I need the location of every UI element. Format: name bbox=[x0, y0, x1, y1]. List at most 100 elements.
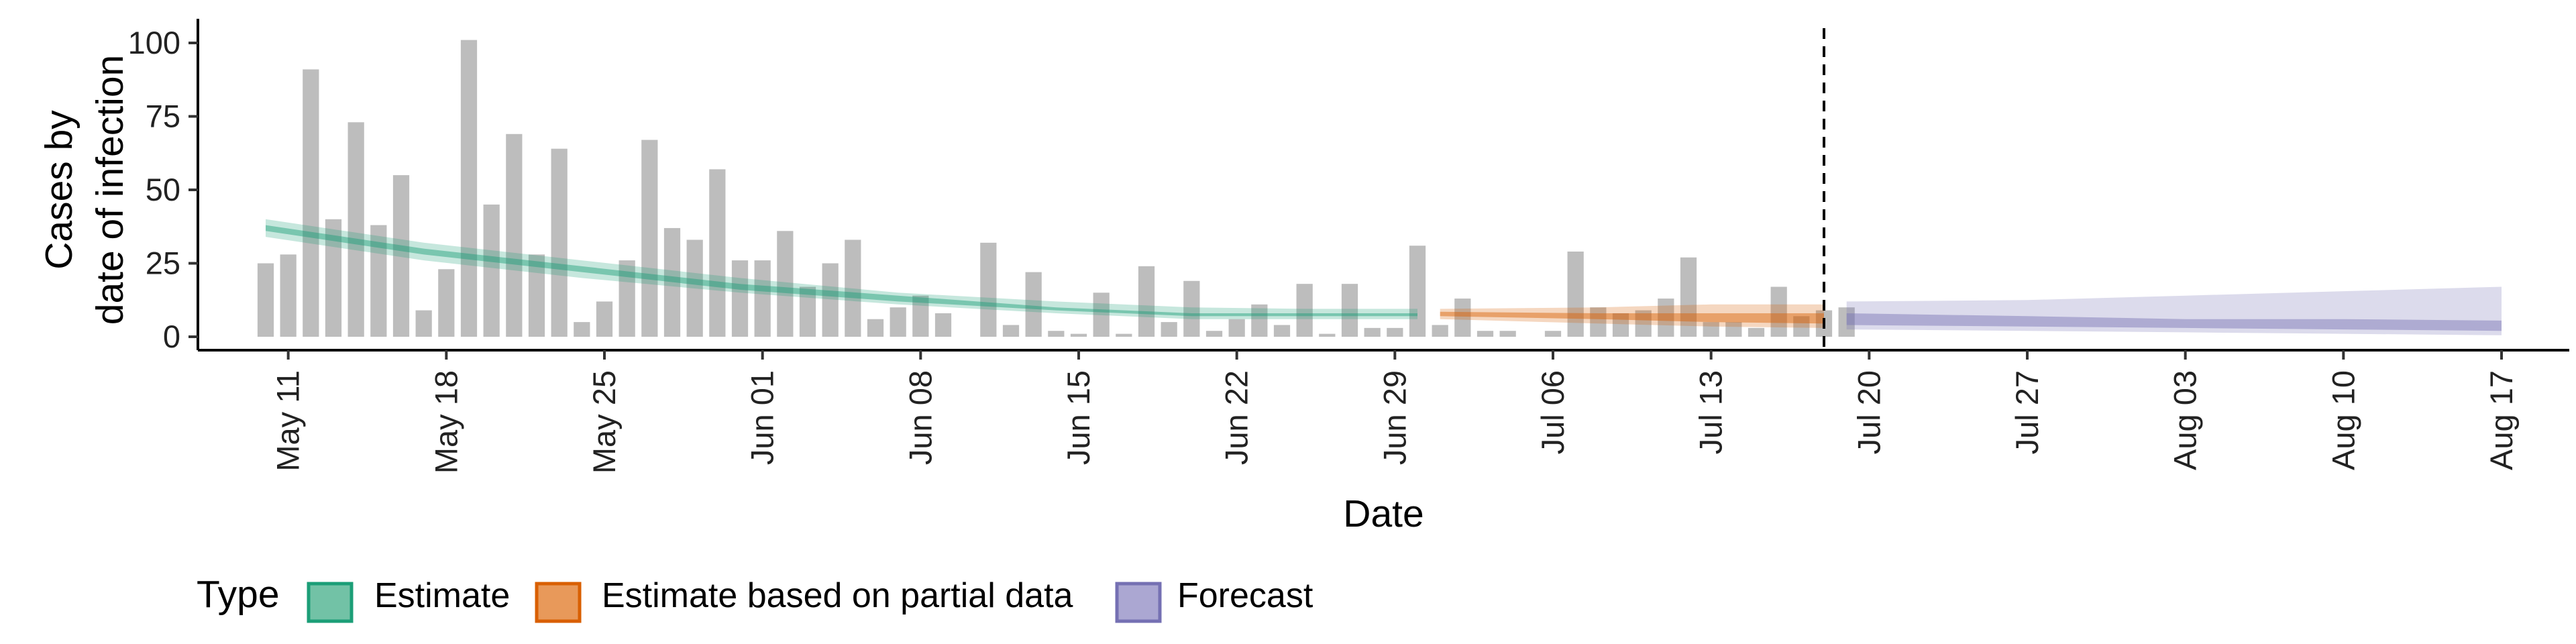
y-tick-label: 0 bbox=[163, 319, 180, 354]
band-90-estimate-based-on-partial-data bbox=[1440, 304, 1824, 328]
x-tick-label: May 11 bbox=[270, 370, 306, 472]
bar bbox=[641, 140, 658, 337]
x-tick-label: Jun 29 bbox=[1377, 370, 1412, 465]
legend-key bbox=[307, 582, 354, 623]
bar bbox=[1499, 331, 1516, 337]
x-tick-label: Aug 03 bbox=[2167, 370, 2203, 470]
bar bbox=[438, 269, 455, 337]
bar bbox=[280, 254, 297, 337]
bar bbox=[392, 175, 410, 337]
bar bbox=[754, 260, 771, 337]
bar bbox=[867, 319, 884, 337]
bar bbox=[912, 295, 929, 337]
bar bbox=[686, 239, 703, 337]
bar bbox=[709, 169, 726, 337]
bar bbox=[506, 133, 523, 337]
x-tick-label: Aug 10 bbox=[2325, 370, 2361, 470]
bands-layer bbox=[266, 28, 2502, 350]
y-tick-label: 75 bbox=[146, 99, 180, 134]
bar bbox=[1364, 327, 1381, 337]
bar bbox=[1228, 319, 1245, 337]
bar bbox=[1409, 246, 1426, 337]
bar bbox=[1296, 284, 1313, 337]
x-tick-label: Jun 08 bbox=[902, 370, 938, 465]
bar bbox=[1273, 325, 1291, 337]
y-axis-title-line: date of infection bbox=[89, 55, 131, 325]
bar bbox=[1544, 331, 1562, 337]
bar bbox=[799, 286, 816, 337]
bar bbox=[731, 260, 749, 337]
x-tick-label: Jun 15 bbox=[1061, 370, 1096, 465]
bar bbox=[1251, 304, 1268, 337]
bar bbox=[1183, 280, 1200, 337]
bar bbox=[596, 301, 613, 337]
bar bbox=[777, 231, 794, 337]
legend-key bbox=[1115, 582, 1162, 623]
bar bbox=[1658, 299, 1674, 337]
bar bbox=[370, 225, 387, 337]
bar bbox=[1567, 251, 1584, 337]
bar bbox=[1635, 310, 1652, 337]
bar bbox=[1725, 322, 1742, 337]
bar bbox=[1161, 322, 1177, 337]
y-tick-label: 50 bbox=[146, 172, 180, 207]
bar bbox=[483, 204, 500, 337]
bar bbox=[303, 69, 319, 337]
x-tick-label: Jul 27 bbox=[2009, 370, 2045, 454]
bar bbox=[980, 242, 997, 337]
bar bbox=[1205, 331, 1223, 337]
bar bbox=[415, 310, 432, 337]
bar bbox=[1341, 284, 1358, 337]
bar bbox=[1477, 331, 1494, 337]
x-tick-label: Aug 17 bbox=[2483, 370, 2519, 470]
bar bbox=[1770, 286, 1787, 337]
bar bbox=[1432, 325, 1448, 337]
bar bbox=[619, 260, 635, 337]
bar bbox=[1070, 333, 1087, 337]
legend-title: Type bbox=[197, 573, 280, 616]
bar bbox=[1116, 333, 1132, 337]
bar bbox=[1748, 327, 1765, 337]
x-tick-label: May 18 bbox=[428, 370, 464, 474]
bar bbox=[1319, 333, 1336, 337]
bar bbox=[1454, 299, 1471, 337]
bar bbox=[1680, 257, 1697, 337]
x-tick-label: Jul 06 bbox=[1535, 370, 1570, 454]
band-90-estimate bbox=[266, 219, 1417, 319]
legend-label: Estimate based on partial data bbox=[602, 576, 1073, 615]
bar bbox=[1590, 307, 1607, 337]
legend-layer: Type Estimate Estimate based on partial da… bbox=[197, 573, 1313, 623]
band-50-estimate-based-on-partial-data bbox=[1440, 311, 1824, 324]
band-90-forecast bbox=[1846, 286, 2502, 335]
x-tick-label: Jun 01 bbox=[745, 370, 780, 465]
legend-label: Forecast bbox=[1177, 576, 1313, 615]
x-axis-title: Date bbox=[1343, 492, 1424, 535]
legend-key bbox=[535, 582, 582, 623]
bar bbox=[1838, 307, 1855, 337]
bar bbox=[325, 219, 342, 337]
bars-layer bbox=[257, 40, 1855, 337]
bar bbox=[1002, 325, 1020, 337]
band-50-forecast bbox=[1846, 313, 2502, 331]
y-tick-label: 25 bbox=[146, 246, 180, 281]
bar bbox=[1093, 292, 1110, 337]
bar bbox=[845, 239, 861, 337]
bar bbox=[1025, 272, 1042, 337]
bar bbox=[890, 307, 906, 337]
bar bbox=[257, 263, 274, 337]
legend-label: Estimate bbox=[374, 576, 510, 615]
bar bbox=[528, 254, 545, 337]
bar bbox=[1612, 313, 1629, 337]
y-tick-label: 100 bbox=[128, 25, 180, 60]
bar bbox=[1048, 331, 1065, 337]
bar bbox=[1703, 322, 1719, 337]
bar bbox=[822, 263, 839, 337]
bar bbox=[460, 40, 478, 337]
x-tick-label: Jul 20 bbox=[1851, 370, 1886, 454]
bar bbox=[574, 322, 590, 337]
x-tick-label: Jun 22 bbox=[1219, 370, 1254, 465]
bar bbox=[551, 148, 568, 337]
bar bbox=[1793, 316, 1810, 337]
bar bbox=[1138, 266, 1155, 337]
